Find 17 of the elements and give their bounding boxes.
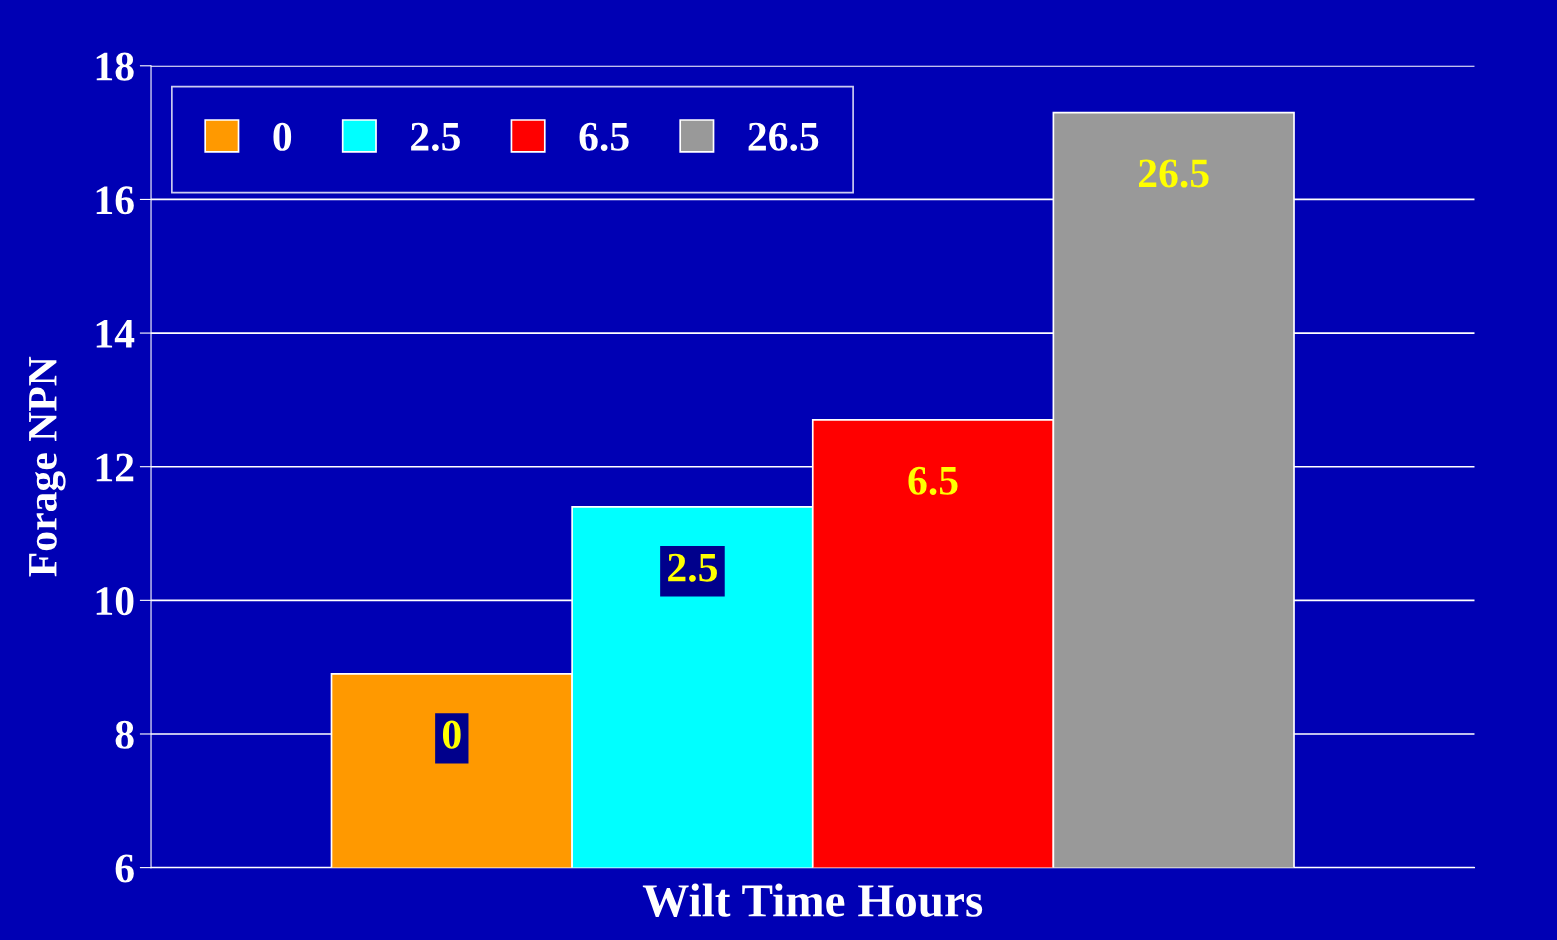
y-tick-label: 12 [96, 453, 134, 482]
y-tick-label: 10 [96, 587, 134, 616]
y-tick-label: 14 [96, 320, 135, 348]
legend-label: 0 [273, 122, 292, 151]
y-tick-label: 6 [115, 854, 134, 883]
annotation: 26.5 [1138, 159, 1209, 188]
y-tick-label: 18 [96, 52, 134, 81]
annotation: 6.5 [908, 466, 958, 495]
legend-label: 26.5 [748, 122, 819, 151]
x-axis-title: Wilt Time Hours [642, 883, 983, 918]
y-axis-title: Forage NPN [29, 356, 66, 577]
annotation: 2.5 [668, 553, 717, 582]
legend-label: 2.5 [411, 122, 460, 151]
y-tick-label: 8 [115, 720, 134, 749]
legend-label: 6.5 [579, 122, 629, 151]
y-tick-label: 16 [96, 186, 134, 215]
annotation: 0 [442, 720, 461, 749]
